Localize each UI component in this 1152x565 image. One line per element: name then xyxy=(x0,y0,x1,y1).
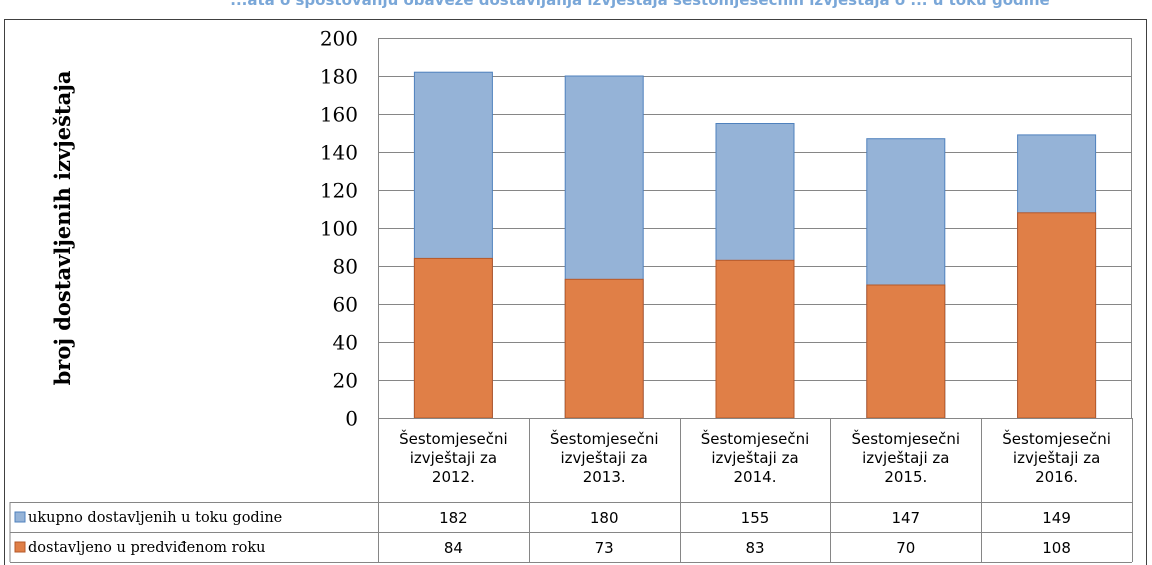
category-label: izvještaji za xyxy=(862,449,949,467)
y-tick-label: 140 xyxy=(320,141,358,165)
y-tick-label: 180 xyxy=(320,65,358,89)
bar-dostavljeno-u-roku xyxy=(564,278,644,419)
category-label: Šestomjesečni xyxy=(701,429,810,448)
y-tick-labels: 0 20 40 60 80 100 120 140 160 180 200 xyxy=(320,27,358,431)
bar-dostavljeno-u-roku xyxy=(715,259,795,419)
category-label: izvještaji za xyxy=(1013,449,1100,467)
y-tick-label: 120 xyxy=(320,179,358,203)
y-tick-label: 160 xyxy=(320,103,358,127)
table-value: 180 xyxy=(590,509,619,527)
bars xyxy=(413,71,1097,419)
category-label: Šestomjesečni xyxy=(1002,429,1111,448)
header-fragment: ...ata o spoštovanju obaveze dostavljanj… xyxy=(230,0,1050,9)
y-tick-label: 200 xyxy=(320,27,358,51)
category-label: izvještaji za xyxy=(410,449,497,467)
table-value: 182 xyxy=(439,509,468,527)
y-tick-label: 80 xyxy=(333,255,358,279)
category-label: Šestomjesečni xyxy=(851,429,960,448)
category-label: 2014. xyxy=(734,468,777,486)
table-value: 149 xyxy=(1042,509,1071,527)
category-label: Šestomjesečni xyxy=(550,429,659,448)
y-tick-label: 100 xyxy=(320,217,358,241)
y-tick-label: 0 xyxy=(345,407,358,431)
axes xyxy=(378,38,1132,419)
table-value: 147 xyxy=(891,509,920,527)
table-value: 155 xyxy=(741,509,770,527)
y-tick-label: 40 xyxy=(333,331,358,355)
y-tick-label: 60 xyxy=(333,293,358,317)
chart-frame xyxy=(4,19,1147,565)
category-label: Šestomjesečni xyxy=(399,429,508,448)
category-label: 2012. xyxy=(432,468,475,486)
legend-label: ukupno dostavljenih u toku godine xyxy=(28,510,282,526)
legend-key xyxy=(14,511,26,523)
table-value: 84 xyxy=(444,539,463,557)
table-value: 73 xyxy=(595,539,614,557)
legend-key xyxy=(14,541,26,553)
category-label: 2016. xyxy=(1035,468,1078,486)
table-value: 70 xyxy=(896,539,915,557)
bar-dostavljeno-u-roku xyxy=(413,257,493,419)
category-label: 2013. xyxy=(583,468,626,486)
category-label: izvještaji za xyxy=(711,449,798,467)
category-label: 2015. xyxy=(884,468,927,486)
y-axis-label: broj dostavljenih izvještaja xyxy=(50,70,75,385)
category-label: izvještaji za xyxy=(561,449,648,467)
bar-dostavljeno-u-roku xyxy=(866,284,946,419)
bar-dostavljeno-u-roku xyxy=(1017,212,1097,419)
table-value: 83 xyxy=(745,539,764,557)
y-tick-label: 20 xyxy=(333,369,358,393)
legend-label: dostavljeno u predviđenom roku xyxy=(28,540,265,556)
table-value: 108 xyxy=(1042,539,1071,557)
